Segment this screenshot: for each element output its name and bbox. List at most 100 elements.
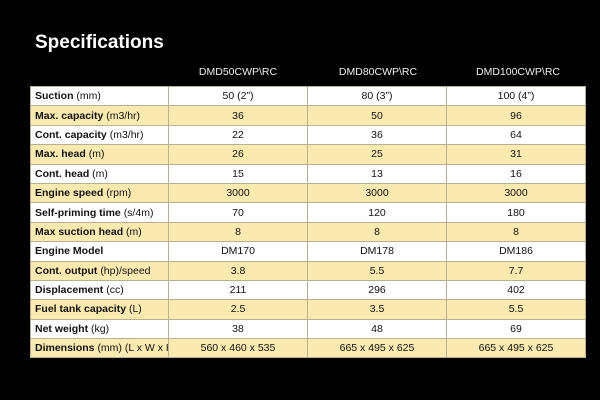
row-label: Cont. head (m) <box>30 163 169 184</box>
title: Specifications <box>35 32 164 53</box>
label-unit: (mm) (L x W x H) <box>97 342 167 355</box>
label-text: Suction <box>35 90 74 103</box>
row-label: Dimensions (mm) (L x W x H) <box>30 338 169 359</box>
cell: 3.8 <box>168 260 308 281</box>
cell: 211 <box>168 279 308 301</box>
column-headers: DMD50CWP\RC DMD80CWP\RC DMD100CWP\RC <box>168 66 588 78</box>
row-label: Engine speed (rpm) <box>30 182 169 204</box>
cell: 560 x 460 x 535 <box>168 338 308 359</box>
table-row: Displacement (cc) 211 296 402 <box>30 279 586 301</box>
row-label: Cont. output (hp)/speed <box>30 260 169 281</box>
cell: 69 <box>446 318 586 340</box>
cell: 38 <box>168 318 308 340</box>
label-text: Displacement <box>35 284 104 297</box>
row-label: Max suction head (m) <box>30 221 169 243</box>
row-label: Displacement (cc) <box>30 279 169 301</box>
label-text: Max suction head <box>35 225 124 238</box>
cell: 26 <box>168 144 308 165</box>
table-row: Suction (mm) 50 (2”) 80 (3”) 100 (4”) <box>30 85 586 107</box>
table-row: Max suction head (m) 8 8 8 <box>30 221 586 243</box>
row-label: Net weight (kg) <box>30 318 169 340</box>
label-unit: (s/4m) <box>123 206 154 219</box>
row-label: Engine Model <box>30 241 169 262</box>
label-unit: (m3/hr) <box>106 109 141 122</box>
label-unit: (hp)/speed <box>100 264 151 277</box>
label-unit: (L) <box>128 303 142 316</box>
column-header: DMD80CWP\RC <box>338 66 418 78</box>
cell: 5.5 <box>446 299 586 320</box>
label-text: Max. capacity <box>35 109 104 122</box>
table-row: Cont. capacity (m3/hr) 22 36 64 <box>30 124 586 146</box>
cell: 7.7 <box>446 260 586 281</box>
cell: 13 <box>307 163 447 184</box>
row-label: Cont. capacity (m3/hr) <box>30 124 169 146</box>
row-label: Max. capacity (m3/hr) <box>30 105 169 126</box>
cell: 22 <box>168 124 308 146</box>
label-unit: (rpm) <box>106 187 132 200</box>
label-unit: (mm) <box>76 90 101 103</box>
cell: 120 <box>307 202 447 223</box>
table-row: Max. capacity (m3/hr) 36 50 96 <box>30 105 586 126</box>
cell: 31 <box>446 144 586 165</box>
label-unit: (kg) <box>91 322 110 335</box>
cell: 48 <box>307 318 447 340</box>
table-row: Engine speed (rpm) 3000 3000 3000 <box>30 182 586 204</box>
cell: DM170 <box>168 241 308 262</box>
cell: 36 <box>168 105 308 126</box>
cell: 3000 <box>168 182 308 204</box>
label-text: Self-priming time <box>35 206 121 219</box>
cell: 64 <box>446 124 586 146</box>
cell: 50 (2”) <box>168 85 308 107</box>
cell: 2.5 <box>168 299 308 320</box>
label-unit: (m) <box>88 148 105 161</box>
label-text: Cont. head <box>35 167 90 180</box>
table-row: Cont. head (m) 15 13 16 <box>30 163 586 184</box>
row-label: Self-priming time (s/4m) <box>30 202 169 223</box>
cell: 665 x 495 x 625 <box>307 338 447 359</box>
cell: 3.5 <box>307 299 447 320</box>
table-row: Engine Model DM170 DM178 DM186 <box>30 241 586 262</box>
cell: 36 <box>307 124 447 146</box>
cell: DM186 <box>446 241 586 262</box>
row-label: Fuel tank capacity (L) <box>30 299 169 320</box>
label-text: Net weight <box>35 322 89 335</box>
label-text: Engine Model <box>35 245 104 258</box>
cell: DM178 <box>307 241 447 262</box>
spec-table: Suction (mm) 50 (2”) 80 (3”) 100 (4”) Max. c… <box>30 85 586 359</box>
cell: 16 <box>446 163 586 184</box>
table-row: Dimensions (mm) (L x W x H)560 x 460 x 5… <box>30 338 586 359</box>
column-header: DMD100CWP\RC <box>475 66 560 78</box>
row-label: Suction (mm) <box>30 85 169 107</box>
table-row: Cont. output (hp)/speed 3.8 5.5 7.7 <box>30 260 586 281</box>
table-row: Self-priming time (s/4m) 70 120 180 <box>30 202 586 223</box>
label-unit: (cc) <box>106 284 124 297</box>
label-unit: (m3/hr) <box>109 128 144 141</box>
cell: 8 <box>446 221 586 243</box>
cell: 296 <box>307 279 447 301</box>
label-unit: (m) <box>92 167 108 180</box>
cell: 8 <box>307 221 447 243</box>
cell: 25 <box>307 144 447 165</box>
label-text: Cont. capacity <box>35 128 107 141</box>
cell: 50 <box>307 105 447 126</box>
cell: 80 (3”) <box>307 85 447 107</box>
label-unit: (m) <box>126 225 142 238</box>
label-text: Fuel tank capacity <box>35 303 127 316</box>
table-row: Max. head (m) 26 25 31 <box>30 144 586 165</box>
row-label: Max. head (m) <box>30 144 169 165</box>
label-text: Cont. output <box>35 264 98 277</box>
cell: 3000 <box>307 182 447 204</box>
cell: 665 x 495 x 625 <box>446 338 586 359</box>
table-row: Net weight (kg) 38 48 69 <box>30 318 586 340</box>
label-text: Dimensions <box>35 342 95 355</box>
cell: 70 <box>168 202 308 223</box>
column-header: DMD50CWP\RC <box>198 66 278 78</box>
label-text: Max. head <box>35 148 86 161</box>
cell: 3000 <box>446 182 586 204</box>
cell: 96 <box>446 105 586 126</box>
cell: 15 <box>168 163 308 184</box>
label-text: Engine speed <box>35 187 104 200</box>
table-row: Fuel tank capacity (L) 2.5 3.5 5.5 <box>30 299 586 320</box>
cell: 100 (4”) <box>446 85 586 107</box>
